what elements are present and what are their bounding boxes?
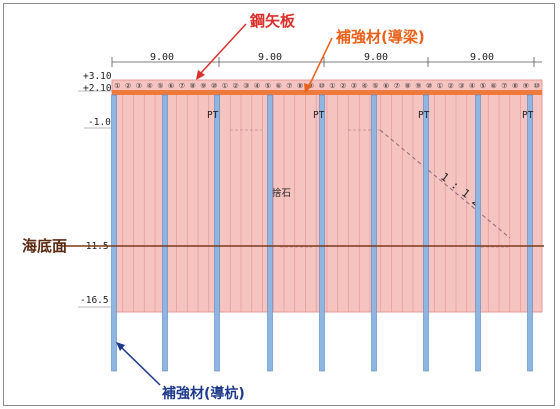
- pile-number: ⑤: [480, 82, 486, 90]
- slope-line: [379, 129, 511, 239]
- pile-number: ⑧: [512, 82, 518, 90]
- pile-number: ⑥: [168, 82, 174, 90]
- pile-number: ④: [469, 82, 475, 90]
- steel-sheet-pile-arrowhead: [196, 70, 205, 80]
- elevation-beam: +2.10: [83, 83, 112, 94]
- pile-number: ⑦: [394, 82, 400, 90]
- reinforcement-pile-arrowhead: [116, 342, 125, 351]
- reinforcement-pile-label: 補強材(導杭): [161, 385, 245, 402]
- reinforcement-beam-label: 補強材(導梁): [335, 28, 425, 46]
- pile-mark-4: PT: [522, 110, 534, 121]
- pile-number: ⑥: [383, 82, 389, 90]
- elevation-top: +3.10: [83, 71, 112, 82]
- pile-number: ⑩: [211, 82, 217, 90]
- guide-piles: [111, 94, 533, 372]
- pile-number: ⑧: [189, 82, 195, 90]
- pile-number: ⑤: [157, 82, 163, 90]
- pile-number: ⑩: [426, 82, 432, 90]
- pile-number: ②: [232, 82, 238, 90]
- dimension-4: 9.00: [470, 52, 494, 63]
- pile-numbers-row: ①②③④⑤⑥⑦⑧⑨⑩①②③④⑤⑥⑦⑧⑨⑩①②③④⑤⑥⑦⑧⑨⑩①②③④⑤⑥⑦⑧⑨⑩: [114, 82, 540, 90]
- pile-number: ⑨: [415, 82, 421, 90]
- level-dashes: [230, 129, 508, 248]
- guide-pile: [319, 94, 325, 372]
- pile-number: ①: [114, 82, 120, 90]
- pile-number: ③: [136, 82, 142, 90]
- guide-pile: [111, 94, 117, 372]
- dimension-line: [111, 57, 542, 67]
- guide-pile: [267, 94, 273, 372]
- guide-pile: [527, 94, 533, 372]
- pile-number: ⑥: [490, 82, 496, 90]
- seabed-label: 海底面: [22, 237, 67, 255]
- dimension-2: 9.00: [258, 52, 282, 63]
- pile-number: ⑨: [523, 82, 529, 90]
- pile-number: ⑩: [533, 82, 539, 90]
- pile-number: ②: [125, 82, 131, 90]
- pile-number: ①: [329, 82, 335, 90]
- pile-number: ⑨: [200, 82, 206, 90]
- guide-pile: [423, 94, 429, 372]
- reinforcement-beam-arrow: [307, 37, 333, 89]
- steel-sheet-pile-arrow: [199, 23, 247, 75]
- pile-mark-3: PT: [418, 110, 430, 121]
- pile-number: ①: [437, 82, 443, 90]
- fill-stone-label: 捨石: [272, 187, 291, 199]
- steel-sheet-pile-label: 鋼矢板: [249, 12, 296, 30]
- elevation-level1: -1.0: [88, 117, 111, 128]
- reinforcement-beam: [112, 90, 542, 95]
- guide-pile: [371, 94, 377, 372]
- pile-number: ④: [254, 82, 260, 90]
- pile-number: ⑧: [297, 82, 303, 90]
- pile-number: ④: [146, 82, 152, 90]
- reinforcement-pile-arrow: [120, 346, 161, 386]
- pile-number: ②: [447, 82, 453, 90]
- pile-number: ⑦: [286, 82, 292, 90]
- pile-number: ⑩: [318, 82, 324, 90]
- pile-number: ③: [243, 82, 249, 90]
- pile-mark-1: PT: [207, 110, 219, 121]
- reinforcement-beam-arrowhead: [304, 83, 312, 93]
- pile-number: ⑥: [275, 82, 281, 90]
- pile-number: ④: [361, 82, 367, 90]
- pile-number: ⑦: [501, 82, 507, 90]
- pile-mark-2: PT: [313, 110, 325, 121]
- pile-number: ③: [351, 82, 357, 90]
- pile-number: ⑧: [404, 82, 410, 90]
- guide-pile: [162, 94, 168, 372]
- pile-number: ⑤: [265, 82, 271, 90]
- guide-pile: [475, 94, 481, 372]
- elevation-bottom: -16.5: [80, 295, 109, 306]
- dimension-1: 9.00: [150, 52, 174, 63]
- pile-number: ①: [222, 82, 228, 90]
- pile-number: ⑦: [179, 82, 185, 90]
- pile-number: ②: [340, 82, 346, 90]
- pile-number: ③: [458, 82, 464, 90]
- guide-pile: [214, 94, 220, 372]
- dimension-3: 9.00: [364, 52, 388, 63]
- pile-number: ⑤: [372, 82, 378, 90]
